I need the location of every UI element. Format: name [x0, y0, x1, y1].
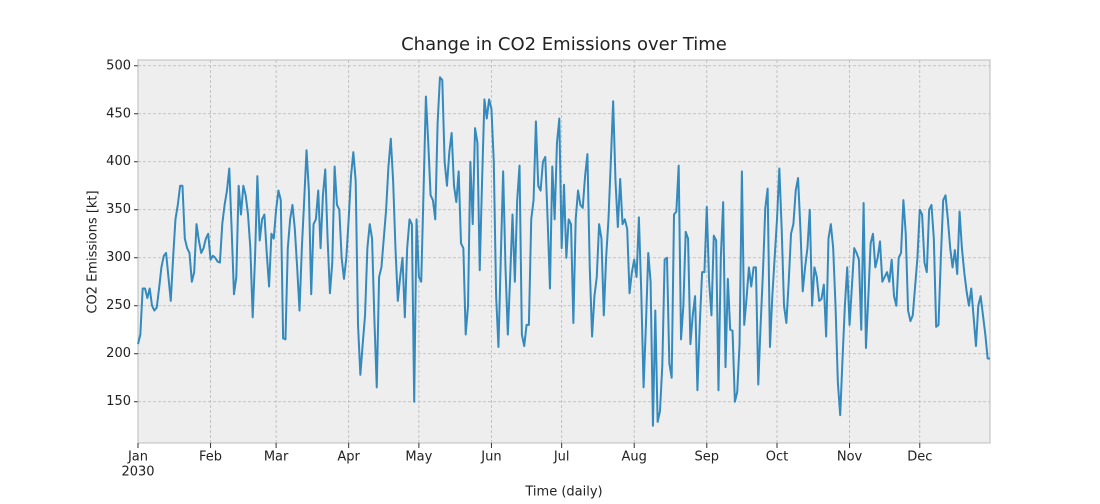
x-tick-label: Jan	[127, 450, 148, 465]
x-tick-label: Jul	[553, 450, 570, 465]
y-axis-label: CO2 Emissions [kt]	[86, 190, 101, 313]
x-tick-label: May	[405, 450, 432, 465]
x-tick-label: Oct	[766, 450, 788, 465]
y-tick-label: 400	[106, 154, 131, 169]
x-axis-label: Time (daily)	[524, 485, 602, 500]
x-tick-label: Apr	[337, 450, 360, 465]
x-tick-label: Mar	[264, 450, 289, 465]
x-tick-label: Aug	[622, 450, 647, 465]
y-tick-label: 300	[106, 250, 131, 265]
y-tick-label: 250	[106, 298, 131, 313]
x-tick-label: Sep	[695, 450, 720, 465]
y-tick-label: 200	[106, 346, 131, 361]
x-tick-label: Feb	[199, 450, 222, 465]
x-tick-label: Dec	[907, 450, 932, 465]
x-tick-year: 2030	[121, 465, 154, 480]
x-tick-label: Nov	[837, 450, 863, 465]
y-tick-label: 150	[106, 394, 131, 409]
chart-title: Change in CO2 Emissions over Time	[401, 34, 727, 55]
y-tick-label: 500	[106, 58, 131, 73]
plot-area	[137, 59, 991, 444]
data-line	[137, 76, 990, 427]
y-tick-label: 350	[106, 202, 131, 217]
x-tick-label: Jun	[480, 450, 501, 465]
y-tick-label: 450	[106, 106, 131, 121]
